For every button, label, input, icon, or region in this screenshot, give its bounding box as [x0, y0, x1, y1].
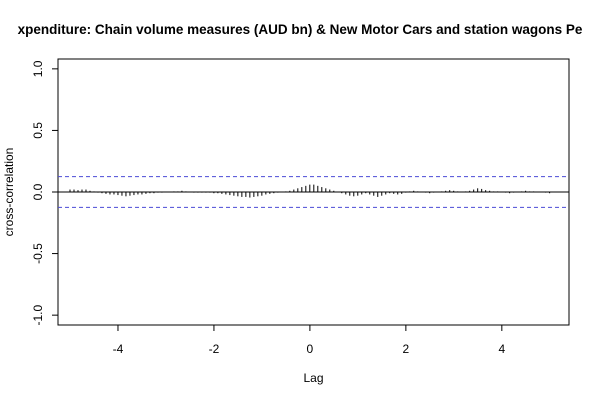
- x-tick-label: -4: [113, 342, 124, 356]
- y-tick-label: -1.0: [31, 304, 45, 325]
- x-axis-title: Lag: [303, 371, 323, 385]
- x-tick-label: 0: [307, 342, 314, 356]
- chart-title: xpenditure: Chain volume measures (AUD b…: [18, 22, 583, 37]
- y-axis-title: cross-correlation: [2, 148, 16, 237]
- y-tick-label: 0.5: [31, 122, 45, 139]
- x-tick-label: 2: [403, 342, 410, 356]
- x-tick-label: 4: [498, 342, 505, 356]
- x-tick-label: -2: [209, 342, 220, 356]
- y-tick-label: -0.5: [31, 243, 45, 264]
- x-axis: -4 -2 0 2 4: [113, 324, 505, 356]
- y-tick-label: 1.0: [31, 60, 45, 77]
- y-axis: -1.0 -0.5 0.0 0.5 1.0: [31, 60, 59, 325]
- y-tick-label: 0.0: [31, 183, 45, 200]
- reference-lines: [58, 176, 569, 208]
- ccf-bars: [69, 184, 551, 198]
